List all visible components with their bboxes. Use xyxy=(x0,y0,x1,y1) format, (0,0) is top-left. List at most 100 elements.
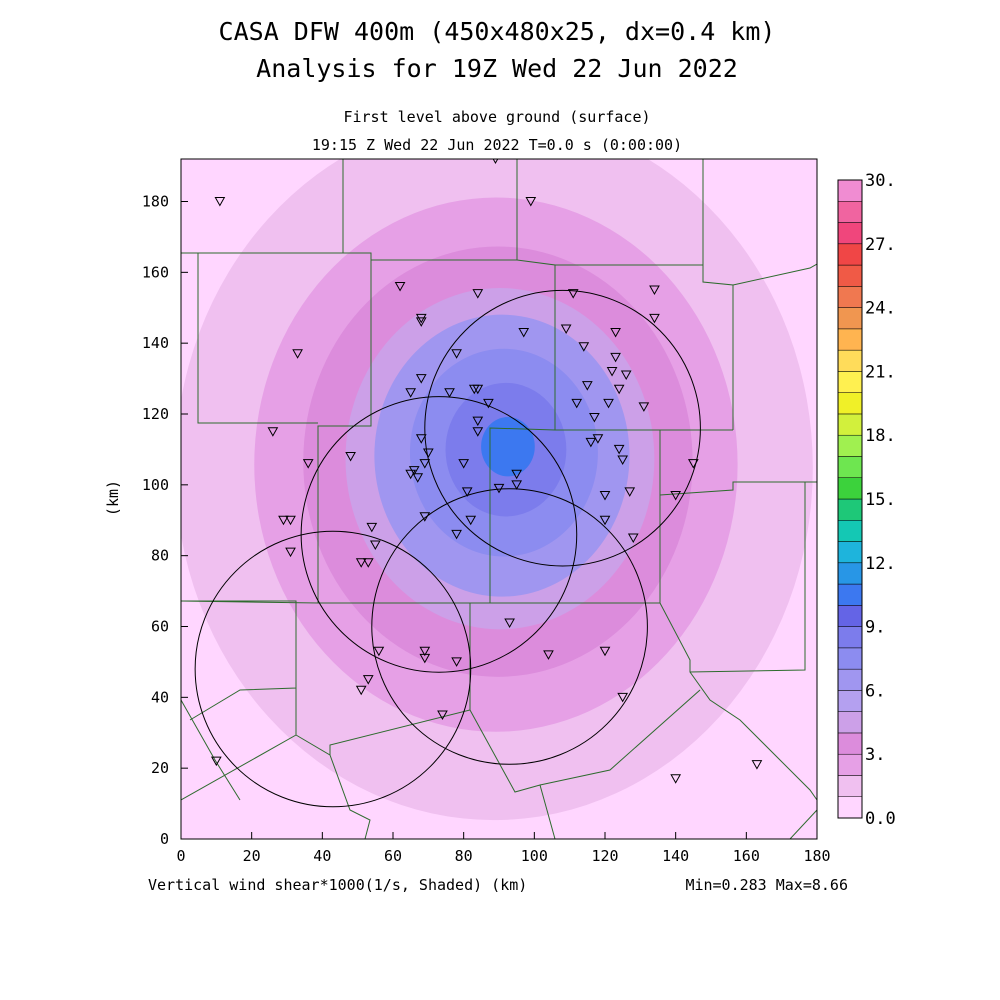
title-line1: CASA DFW 400m (450x480x25, dx=0.4 km) xyxy=(219,17,776,46)
station-marker xyxy=(373,646,385,657)
station-marker xyxy=(560,324,572,335)
station-marker xyxy=(483,398,494,409)
y-axis: 0 20 40 60 80 100 120 140 160 180 xyxy=(142,193,188,848)
station-marker xyxy=(613,444,625,455)
x-tick-label: 120 xyxy=(591,847,618,865)
colorbar-swatch xyxy=(837,307,863,330)
station-marker xyxy=(599,646,611,657)
station-marker xyxy=(592,434,604,444)
station-marker xyxy=(415,434,427,444)
colorbar-label: 6. xyxy=(865,681,885,701)
station-marker xyxy=(419,653,431,664)
station-marker xyxy=(285,515,296,526)
station-marker xyxy=(543,650,554,660)
station-marker xyxy=(394,282,406,292)
station-marker xyxy=(214,197,226,207)
colorbar-swatch xyxy=(837,732,863,755)
station-marker xyxy=(613,384,625,395)
station-marker xyxy=(412,473,424,483)
colorbar-swatch xyxy=(837,796,863,819)
station-marker xyxy=(599,515,611,526)
x-tick-label: 40 xyxy=(313,847,331,865)
station-marker xyxy=(437,710,448,721)
station-marker xyxy=(405,469,417,480)
station-marker xyxy=(624,487,636,497)
colorbar-swatch xyxy=(837,179,863,202)
colorbar-swatch xyxy=(837,711,863,734)
station-marker xyxy=(419,459,431,469)
station-marker xyxy=(493,483,505,494)
x-tick-label: 80 xyxy=(455,847,473,865)
station-marker xyxy=(292,349,303,359)
x-tick-label: 60 xyxy=(384,847,402,865)
y-tick-label: 140 xyxy=(142,334,169,352)
footer-minmax: Min=0.283 Max=8.66 xyxy=(685,876,848,894)
x-tick-label: 20 xyxy=(243,847,261,865)
station-marker xyxy=(567,289,579,299)
station-marker xyxy=(511,469,523,480)
x-tick-label: 100 xyxy=(521,847,548,865)
x-tick-label: 180 xyxy=(803,847,830,865)
x-tick-label: 140 xyxy=(662,847,689,865)
colorbar-swatch xyxy=(837,605,863,627)
county-boundaries xyxy=(181,159,817,839)
colorbar-swatch xyxy=(837,222,863,245)
plot-frame xyxy=(180,158,818,840)
colorbar-label: 24. xyxy=(865,299,896,319)
shear-level-8 xyxy=(481,416,535,477)
colorbar-label: 27. xyxy=(865,235,896,255)
colorbar-label: 21. xyxy=(865,362,896,382)
station-marker xyxy=(578,342,590,352)
station-marker xyxy=(603,398,614,409)
colorbar-swatch xyxy=(837,264,863,287)
station-marker xyxy=(581,381,593,391)
station-marker xyxy=(670,774,682,784)
station-marker xyxy=(415,317,427,327)
station-marker xyxy=(472,289,484,299)
subtitle-time: 19:15 Z Wed 22 Jun 2022 T=0.0 s (0:00:00… xyxy=(312,136,682,154)
x-axis: 0 20 40 60 80 100 120 140 160 180 xyxy=(176,832,831,865)
station-marker xyxy=(617,692,629,703)
station-marker xyxy=(525,197,537,207)
station-marker xyxy=(422,448,434,458)
colorbar-swatch xyxy=(837,753,863,776)
colorbar-label: 15. xyxy=(865,490,896,510)
station-marker xyxy=(518,328,530,338)
station-marker xyxy=(267,427,279,437)
station-marker xyxy=(627,533,639,543)
colorbar-swatch xyxy=(837,328,863,351)
title-line2: Analysis for 19Z Wed 22 Jun 2022 xyxy=(256,54,738,83)
colorbar-label: 18. xyxy=(865,426,896,446)
y-tick-label: 0 xyxy=(160,830,169,848)
shear-shading xyxy=(181,159,817,839)
station-marker xyxy=(419,646,431,657)
station-marker xyxy=(444,388,455,398)
station-marker xyxy=(355,685,367,696)
radar-ring-3 xyxy=(194,530,472,808)
station-marker xyxy=(670,490,682,501)
station-markers xyxy=(210,159,763,784)
station-marker xyxy=(649,313,660,324)
colorbar: 0.0 3. 6. 9. 12. 15. 18. 21. 24. 27. 30. xyxy=(837,171,896,829)
station-marker xyxy=(589,413,600,423)
colorbar-swatch xyxy=(837,583,863,606)
colorbar-swatch xyxy=(837,413,863,436)
colorbar-swatch xyxy=(837,626,863,649)
station-marker xyxy=(610,328,621,338)
colorbar-swatch xyxy=(837,520,863,542)
colorbar-swatch xyxy=(837,562,863,585)
station-marker xyxy=(285,547,296,558)
station-marker xyxy=(451,657,462,667)
radar-ring-0 xyxy=(424,289,701,567)
footer-variable: Vertical wind shear*1000(1/s, Shaded) (k… xyxy=(148,876,527,894)
station-marker xyxy=(451,529,462,540)
colorbar-label: 30. xyxy=(865,171,896,191)
colorbar-swatch xyxy=(837,690,863,712)
radar-range-rings xyxy=(194,289,701,808)
y-tick-label: 80 xyxy=(151,547,169,565)
colorbar-swatch xyxy=(837,541,863,564)
colorbar-label: 9. xyxy=(865,618,885,638)
station-marker xyxy=(405,388,417,398)
colorbar-swatch xyxy=(837,434,863,457)
station-marker xyxy=(465,515,477,526)
